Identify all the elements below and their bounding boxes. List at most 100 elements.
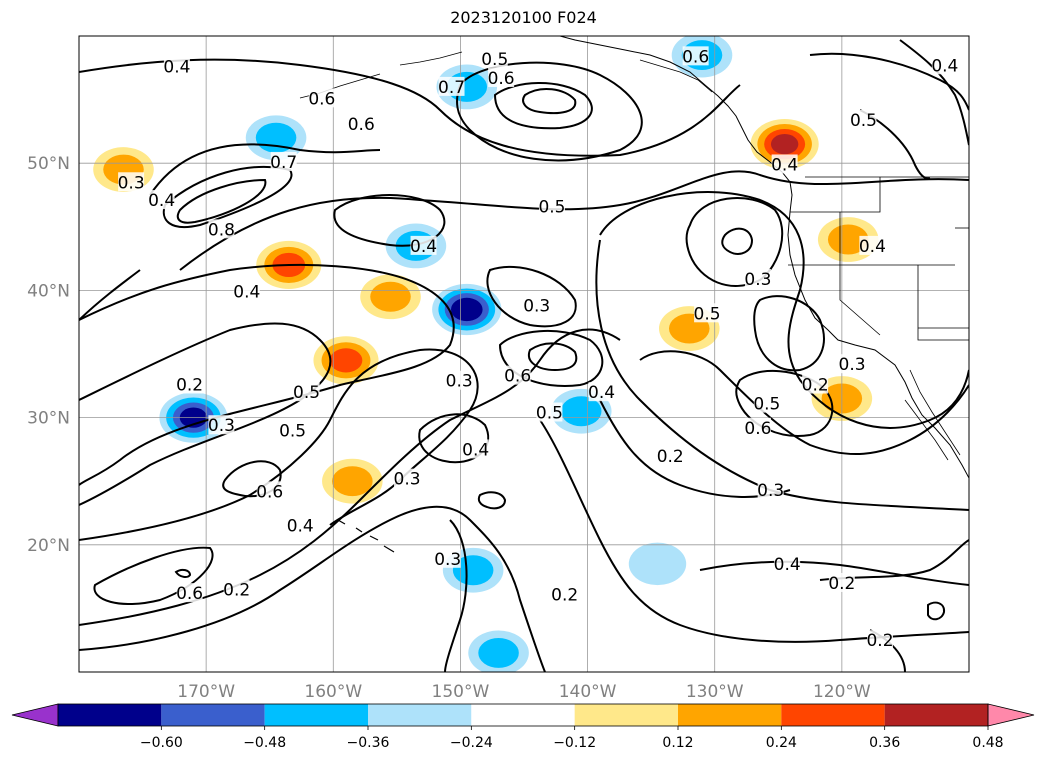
contour-label-bg <box>394 468 421 488</box>
contour-label-bg <box>279 420 306 440</box>
contour-label: 0.7 <box>270 153 297 173</box>
colorbar-bin <box>781 704 885 726</box>
contour-label-bg <box>163 56 190 76</box>
contour-label: 0.5 <box>536 404 563 424</box>
negative-anomaly <box>478 637 519 668</box>
contour-label: 0.4 <box>287 517 314 537</box>
contour-label: 0.6 <box>308 89 335 109</box>
contour-label-bg <box>208 415 235 435</box>
contour-label-bg <box>223 579 250 599</box>
lon-tick-label: 140°W <box>559 682 617 702</box>
contour-label-bg <box>410 235 437 255</box>
positive-anomaly <box>329 348 363 373</box>
positive-anomaly <box>370 281 411 312</box>
contour-label: 0.8 <box>208 220 235 240</box>
colorbar-bin <box>58 704 162 726</box>
contour-label: 0.6 <box>348 115 375 135</box>
contour-label: 0.3 <box>394 470 421 490</box>
contour-label-bg <box>523 295 550 315</box>
colorbar-tick-label: 0.48 <box>972 735 1003 751</box>
contour-label-bg <box>308 88 335 108</box>
colorbar-bin <box>884 704 988 726</box>
contour-label: 0.6 <box>744 419 771 439</box>
colorbar-tick-label: −0.12 <box>553 735 596 751</box>
colorbar-tick-label: −0.36 <box>347 735 390 751</box>
contour-label: 0.6 <box>682 47 709 67</box>
contour-label-bg <box>148 190 175 210</box>
contour-label-bg <box>682 46 709 66</box>
contour-label-bg <box>744 417 771 437</box>
colorbar-frame <box>57 703 989 727</box>
lon-tick-label: 120°W <box>813 682 871 702</box>
contour-label: 0.6 <box>176 584 203 604</box>
negative-anomaly <box>452 555 494 586</box>
colorbar-bin <box>574 704 678 726</box>
contour-label-bg <box>481 48 508 68</box>
colorbar-bin <box>471 704 575 726</box>
colorbar-bin <box>368 704 472 726</box>
contour-label-bg <box>462 439 489 459</box>
contour-label: 0.5 <box>293 383 320 403</box>
contour-label-bg <box>176 583 203 603</box>
axis-tick-labels: 170°W 160°W 150°W 140°W 130°W 120°W 20°N 30°N 40… <box>27 154 871 702</box>
colorbar-tick-label: −0.48 <box>243 735 286 751</box>
contour-label: 0.3 <box>744 270 771 290</box>
contour-label-bg <box>859 235 886 255</box>
positive-anomaly <box>770 133 799 155</box>
contour-label: 0.5 <box>481 50 508 70</box>
contour-label-bg <box>270 151 297 171</box>
contour-label-bg <box>839 354 866 374</box>
lon-tick-label: 150°W <box>432 682 490 702</box>
contour-label: 0.5 <box>694 304 721 324</box>
contour-label: 0.4 <box>859 237 886 257</box>
contour-label: 0.5 <box>850 111 877 131</box>
contour-label-bg <box>434 548 461 568</box>
contour-label-bg <box>588 382 615 402</box>
negative-anomaly <box>628 542 687 586</box>
contour-label-bg <box>694 303 721 323</box>
lat-tick-label: 50°N <box>27 154 70 174</box>
lon-tick-label: 170°W <box>177 682 235 702</box>
colorbar-extend-high <box>987 703 1035 727</box>
contour-label-bg <box>757 480 784 500</box>
contour-label: 0.4 <box>771 155 798 175</box>
contour-label-bg <box>771 154 798 174</box>
lat-tick-label: 20°N <box>27 536 70 556</box>
contour-label: 0.3 <box>208 416 235 436</box>
contour-label: 0.3 <box>434 550 461 570</box>
contour-label: 0.4 <box>233 283 260 303</box>
positive-anomaly <box>827 224 869 255</box>
contour-label-bg <box>931 55 958 75</box>
contour-label: 0.2 <box>828 574 855 594</box>
contour-label-bg <box>233 281 260 301</box>
contour-label: 0.2 <box>657 447 684 467</box>
contour-label: 0.2 <box>223 580 250 600</box>
colorbar-bin <box>264 704 368 726</box>
contour-label-bg <box>753 393 780 413</box>
contour-label-bg <box>774 553 801 573</box>
contour-label: 0.6 <box>504 367 531 387</box>
contour-label-bg <box>208 219 235 239</box>
contour-label-bg <box>256 481 283 501</box>
contour-label: 0.6 <box>488 69 515 89</box>
lon-tick-label: 160°W <box>304 682 362 702</box>
map-frame <box>78 35 970 673</box>
contour-label-bg <box>850 109 877 129</box>
contour-label: 0.4 <box>462 440 489 460</box>
contour-label: 0.5 <box>279 421 306 441</box>
colorbar-tick-label: 0.36 <box>869 735 900 751</box>
positive-anomaly <box>332 466 373 497</box>
contour-label-bg <box>828 572 855 592</box>
contour-label-bg <box>657 445 684 465</box>
contour-label-bg <box>348 113 375 133</box>
contour-label: 0.4 <box>931 56 958 76</box>
contour-label: 0.4 <box>163 58 190 78</box>
contour-label: 0.6 <box>256 482 283 502</box>
colorbar-extend-low <box>11 703 59 727</box>
coastlines <box>299 36 969 553</box>
contour-label-bg <box>867 630 893 650</box>
contour-label: 0.3 <box>118 173 145 193</box>
map-title: 2023120100 F024 <box>450 8 597 27</box>
contour-label: 0.4 <box>774 555 801 575</box>
contour-label: 0.3 <box>523 297 550 317</box>
